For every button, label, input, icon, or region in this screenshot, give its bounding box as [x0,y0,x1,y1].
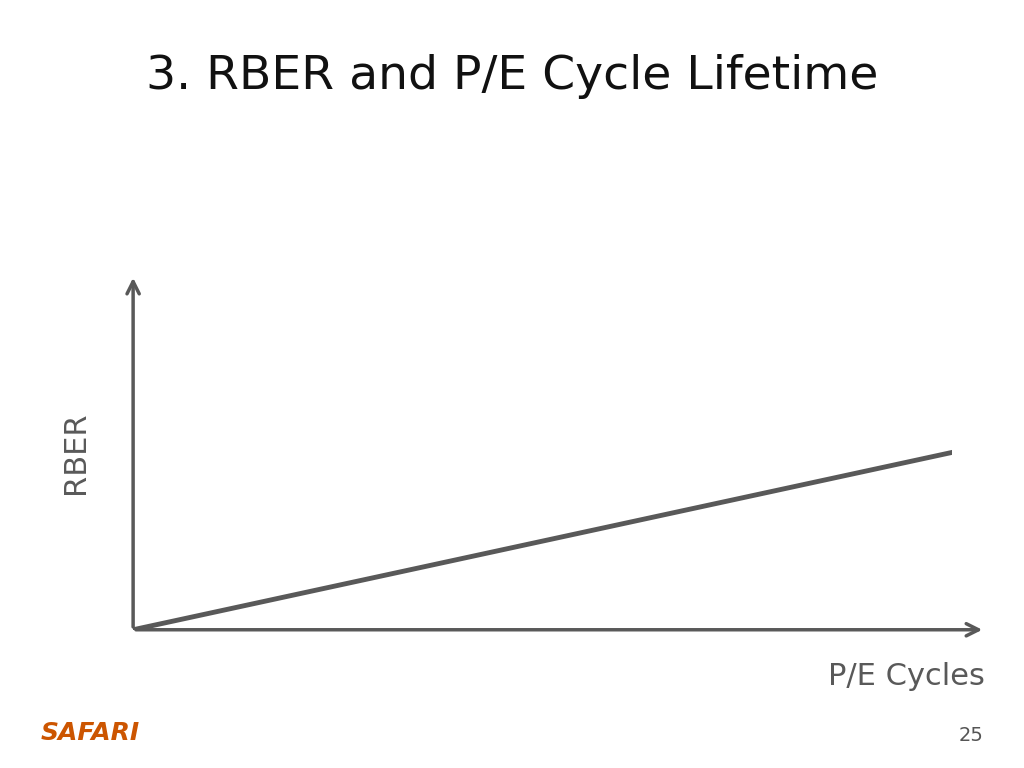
Text: SAFARI: SAFARI [41,721,140,745]
Text: P/E Cycles: P/E Cycles [828,662,985,691]
Text: RBER: RBER [61,411,90,494]
Text: 3. RBER and P/E Cycle Lifetime: 3. RBER and P/E Cycle Lifetime [145,54,879,99]
Text: 25: 25 [958,726,983,745]
